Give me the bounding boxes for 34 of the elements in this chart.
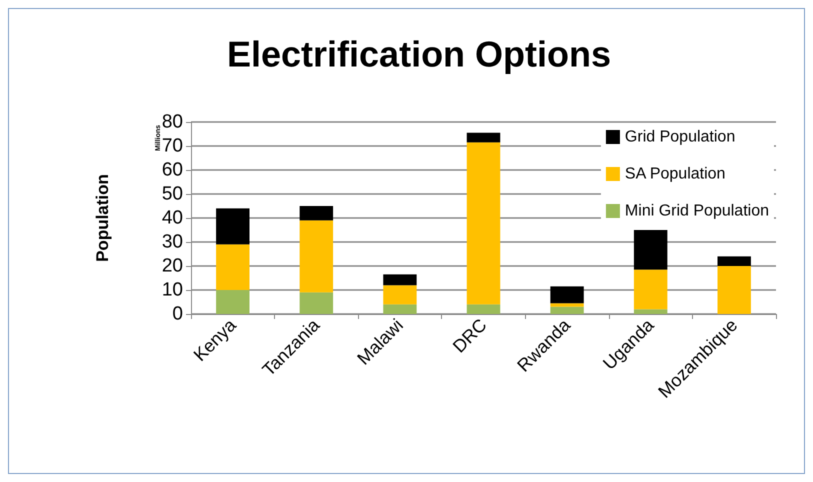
- bar: [383, 304, 417, 314]
- y-tick-label: 40: [162, 208, 183, 228]
- y-tick-label: 80: [162, 112, 183, 132]
- bar: [634, 309, 668, 314]
- legend-label: Grid Population: [624, 128, 736, 146]
- bar: [550, 286, 584, 304]
- y-axis-title: Population: [93, 174, 112, 262]
- bar: [216, 208, 250, 244]
- bar: [466, 304, 500, 314]
- bar: [300, 220, 334, 292]
- bar: [300, 206, 334, 220]
- legend-label: Mini Grid Population: [624, 202, 770, 220]
- bar: [466, 132, 500, 142]
- bar: [718, 266, 751, 314]
- y-tick-label: 70: [162, 136, 183, 156]
- bar: [216, 244, 250, 290]
- bar: [718, 256, 751, 266]
- chart-title: Electrification Options: [226, 34, 612, 74]
- bar: [634, 270, 668, 310]
- legend-label: SA Population: [624, 166, 726, 182]
- y-tick-label: 50: [162, 184, 183, 204]
- bar: [383, 274, 417, 286]
- bar: [466, 142, 500, 304]
- bar: [550, 303, 584, 307]
- y-tick-label: 20: [162, 256, 183, 276]
- y-tick-label: 0: [172, 304, 183, 324]
- bar: [216, 290, 250, 314]
- bar: [300, 292, 334, 314]
- y-tick-label: 10: [162, 280, 183, 300]
- y-tick-label: 60: [162, 160, 183, 180]
- bar: [634, 230, 668, 270]
- y-tick-label: 30: [162, 232, 183, 252]
- bar: [550, 306, 584, 314]
- bar: [383, 285, 417, 304]
